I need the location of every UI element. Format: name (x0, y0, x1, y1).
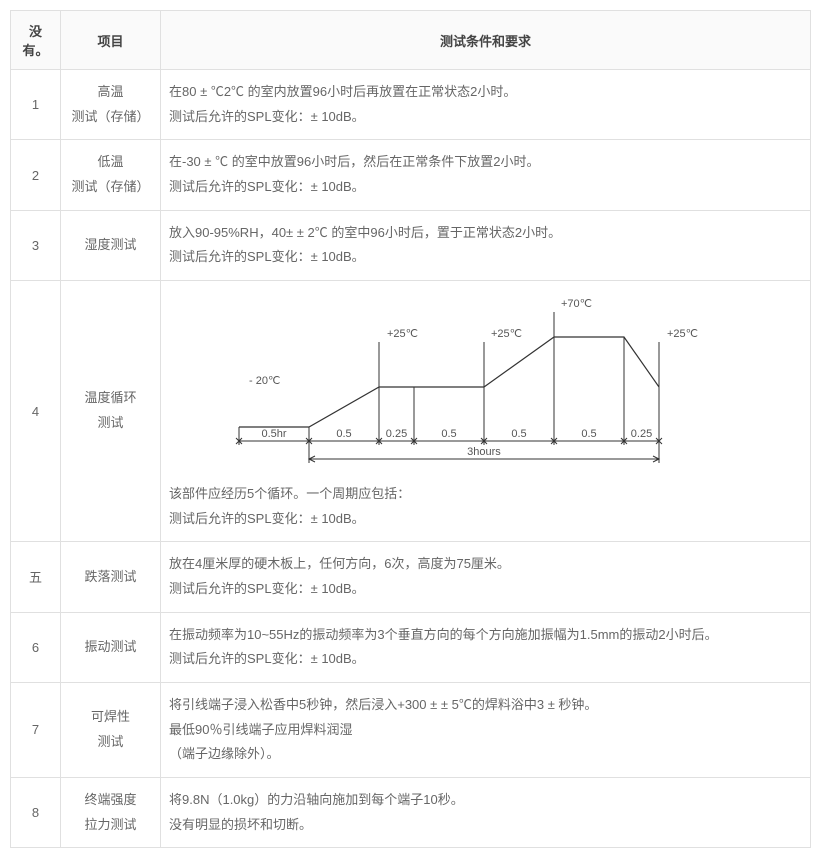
svg-text:0.5: 0.5 (581, 428, 596, 440)
row-item: 低温测试（存储） (61, 140, 161, 210)
row-index: 8 (11, 778, 61, 848)
row-condition: 放入90-95%RH，40± ± 2℃ 的室中96小时后，置于正常状态2小时。测… (161, 210, 811, 280)
row-item: 终端强度拉力测试 (61, 778, 161, 848)
svg-text:+25℃: +25℃ (387, 328, 418, 340)
svg-text:- 20℃: - 20℃ (249, 375, 280, 387)
row-index: 五 (11, 542, 61, 612)
row-item: 可焊性测试 (61, 682, 161, 777)
table-row: 6振动测试在振动频率为10~55Hz的振动频率为3个垂直方向的每个方向施加振幅为… (11, 612, 811, 682)
row-condition: - 20℃ +25℃ +25℃ +70℃ +25℃ 0.5hr 0.5 0.25 0.5 0.5… (161, 281, 811, 542)
svg-text:0.5: 0.5 (336, 428, 351, 440)
table-row: 2低温测试（存储）在-30 ± ℃ 的室中放置96小时后，然后在正常条件下放置2… (11, 140, 811, 210)
row-condition: 将引线端子浸入松香中5秒钟，然后浸入+300 ± ± 5℃的焊料浴中3 ± 秒钟… (161, 682, 811, 777)
table-row: 3湿度测试放入90-95%RH，40± ± 2℃ 的室中96小时后，置于正常状态… (11, 210, 811, 280)
row-item: 温度循环测试 (61, 281, 161, 542)
row-item: 跌落测试 (61, 542, 161, 612)
row-condition: 在振动频率为10~55Hz的振动频率为3个垂直方向的每个方向施加振幅为1.5mm… (161, 612, 811, 682)
col-item: 项目 (61, 11, 161, 70)
table-row: 五跌落测试放在4厘米厚的硬木板上，任何方向，6次，高度为75厘米。测试后允许的S… (11, 542, 811, 612)
row-item: 湿度测试 (61, 210, 161, 280)
svg-text:0.25: 0.25 (631, 428, 652, 440)
row-item: 高温测试（存储） (61, 70, 161, 140)
row-index: 7 (11, 682, 61, 777)
test-conditions-table: 没有。 项目 测试条件和要求 1高温测试（存储）在80 ± ℃2℃ 的室内放置9… (10, 10, 811, 848)
table-row: 7可焊性测试将引线端子浸入松香中5秒钟，然后浸入+300 ± ± 5℃的焊料浴中… (11, 682, 811, 777)
col-cond: 测试条件和要求 (161, 11, 811, 70)
col-no: 没有。 (11, 11, 61, 70)
svg-text:+70℃: +70℃ (561, 298, 592, 310)
table-row: 1高温测试（存储）在80 ± ℃2℃ 的室内放置96小时后再放置在正常状态2小时… (11, 70, 811, 140)
table-row: 4温度循环测试 - 20℃ +25℃ +25℃ +70℃ +25℃ 0.5hr 0.5 0.… (11, 281, 811, 542)
table-header-row: 没有。 项目 测试条件和要求 (11, 11, 811, 70)
svg-text:+25℃: +25℃ (667, 328, 698, 340)
row-index: 6 (11, 612, 61, 682)
svg-text:0.5: 0.5 (511, 428, 526, 440)
svg-text:+25℃: +25℃ (491, 328, 522, 340)
row-item: 振动测试 (61, 612, 161, 682)
row-condition: 放在4厘米厚的硬木板上，任何方向，6次，高度为75厘米。测试后允许的SPL变化：… (161, 542, 811, 612)
row-condition: 将9.8N（1.0kg）的力沿轴向施加到每个端子10秒。没有明显的损坏和切断。 (161, 778, 811, 848)
row-index: 3 (11, 210, 61, 280)
table-row: 8终端强度拉力测试将9.8N（1.0kg）的力沿轴向施加到每个端子10秒。没有明… (11, 778, 811, 848)
row-condition: 在80 ± ℃2℃ 的室内放置96小时后再放置在正常状态2小时。测试后允许的SP… (161, 70, 811, 140)
temp-cycle-chart: - 20℃ +25℃ +25℃ +70℃ +25℃ 0.5hr 0.5 0.25 0.5 0.5… (199, 297, 719, 467)
svg-text:0.25: 0.25 (386, 428, 407, 440)
row-index: 2 (11, 140, 61, 210)
row-condition: 在-30 ± ℃ 的室中放置96小时后，然后在正常条件下放置2小时。测试后允许的… (161, 140, 811, 210)
svg-text:0.5hr: 0.5hr (261, 428, 286, 440)
row-index: 1 (11, 70, 61, 140)
row-index: 4 (11, 281, 61, 542)
svg-text:0.5: 0.5 (441, 428, 456, 440)
svg-text:3hours: 3hours (467, 446, 501, 458)
